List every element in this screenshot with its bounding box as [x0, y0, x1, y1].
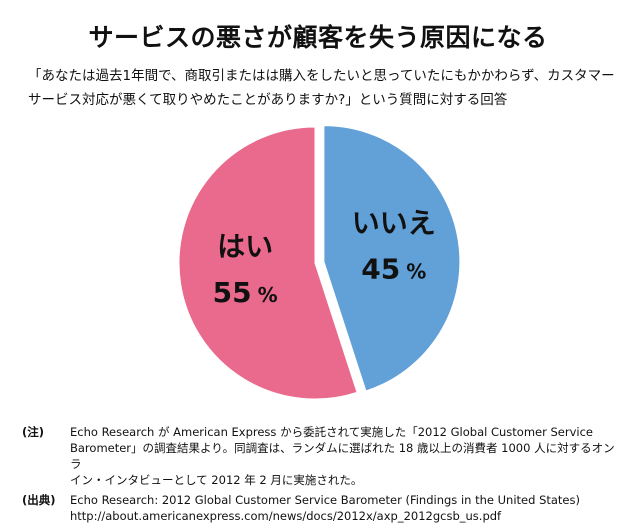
footnotes: (注) Echo Research が American Express から委…	[22, 424, 622, 528]
note-row: (注) Echo Research が American Express から委…	[22, 424, 622, 488]
slice-yes	[178, 126, 358, 400]
note-body: Echo Research が American Express から委託されて…	[70, 424, 622, 488]
source-row: (出典) Echo Research: 2012 Global Customer…	[22, 492, 622, 524]
note-line: Echo Research が American Express から委託されて…	[70, 425, 594, 439]
pie-slices	[178, 125, 461, 400]
pie-labels: いいえ 45 % はい 55%	[213, 207, 436, 310]
slice-value-yes: 55%	[213, 276, 278, 309]
source-body: Echo Research: 2012 Global Customer Serv…	[70, 492, 622, 524]
source-line: Echo Research: 2012 Global Customer Serv…	[70, 493, 580, 507]
source-tag: (出典)	[22, 493, 56, 507]
note-tag: (注)	[22, 425, 45, 439]
page-title: サービスの悪さが顧客を失う原因になる	[88, 23, 548, 52]
note-line: Barometer」の調査結果より。同調査は、ランダムに選ばれた 18 歳以上の…	[70, 441, 615, 471]
slice-no	[323, 125, 461, 392]
slice-value-no: 45%	[361, 253, 426, 286]
source-url: http://about.americanexpress.com/news/do…	[70, 509, 502, 523]
note-line: イン・インタビューとして 2012 年 2 月に実施された。	[70, 473, 363, 487]
question-text: 「あなたは過去1年間で、商取引またはは購入をしたいと思っていたにもかかわらず、カ…	[28, 68, 615, 108]
slice-label-no: いいえ	[352, 207, 436, 240]
slice-label-yes: はい	[217, 230, 273, 263]
